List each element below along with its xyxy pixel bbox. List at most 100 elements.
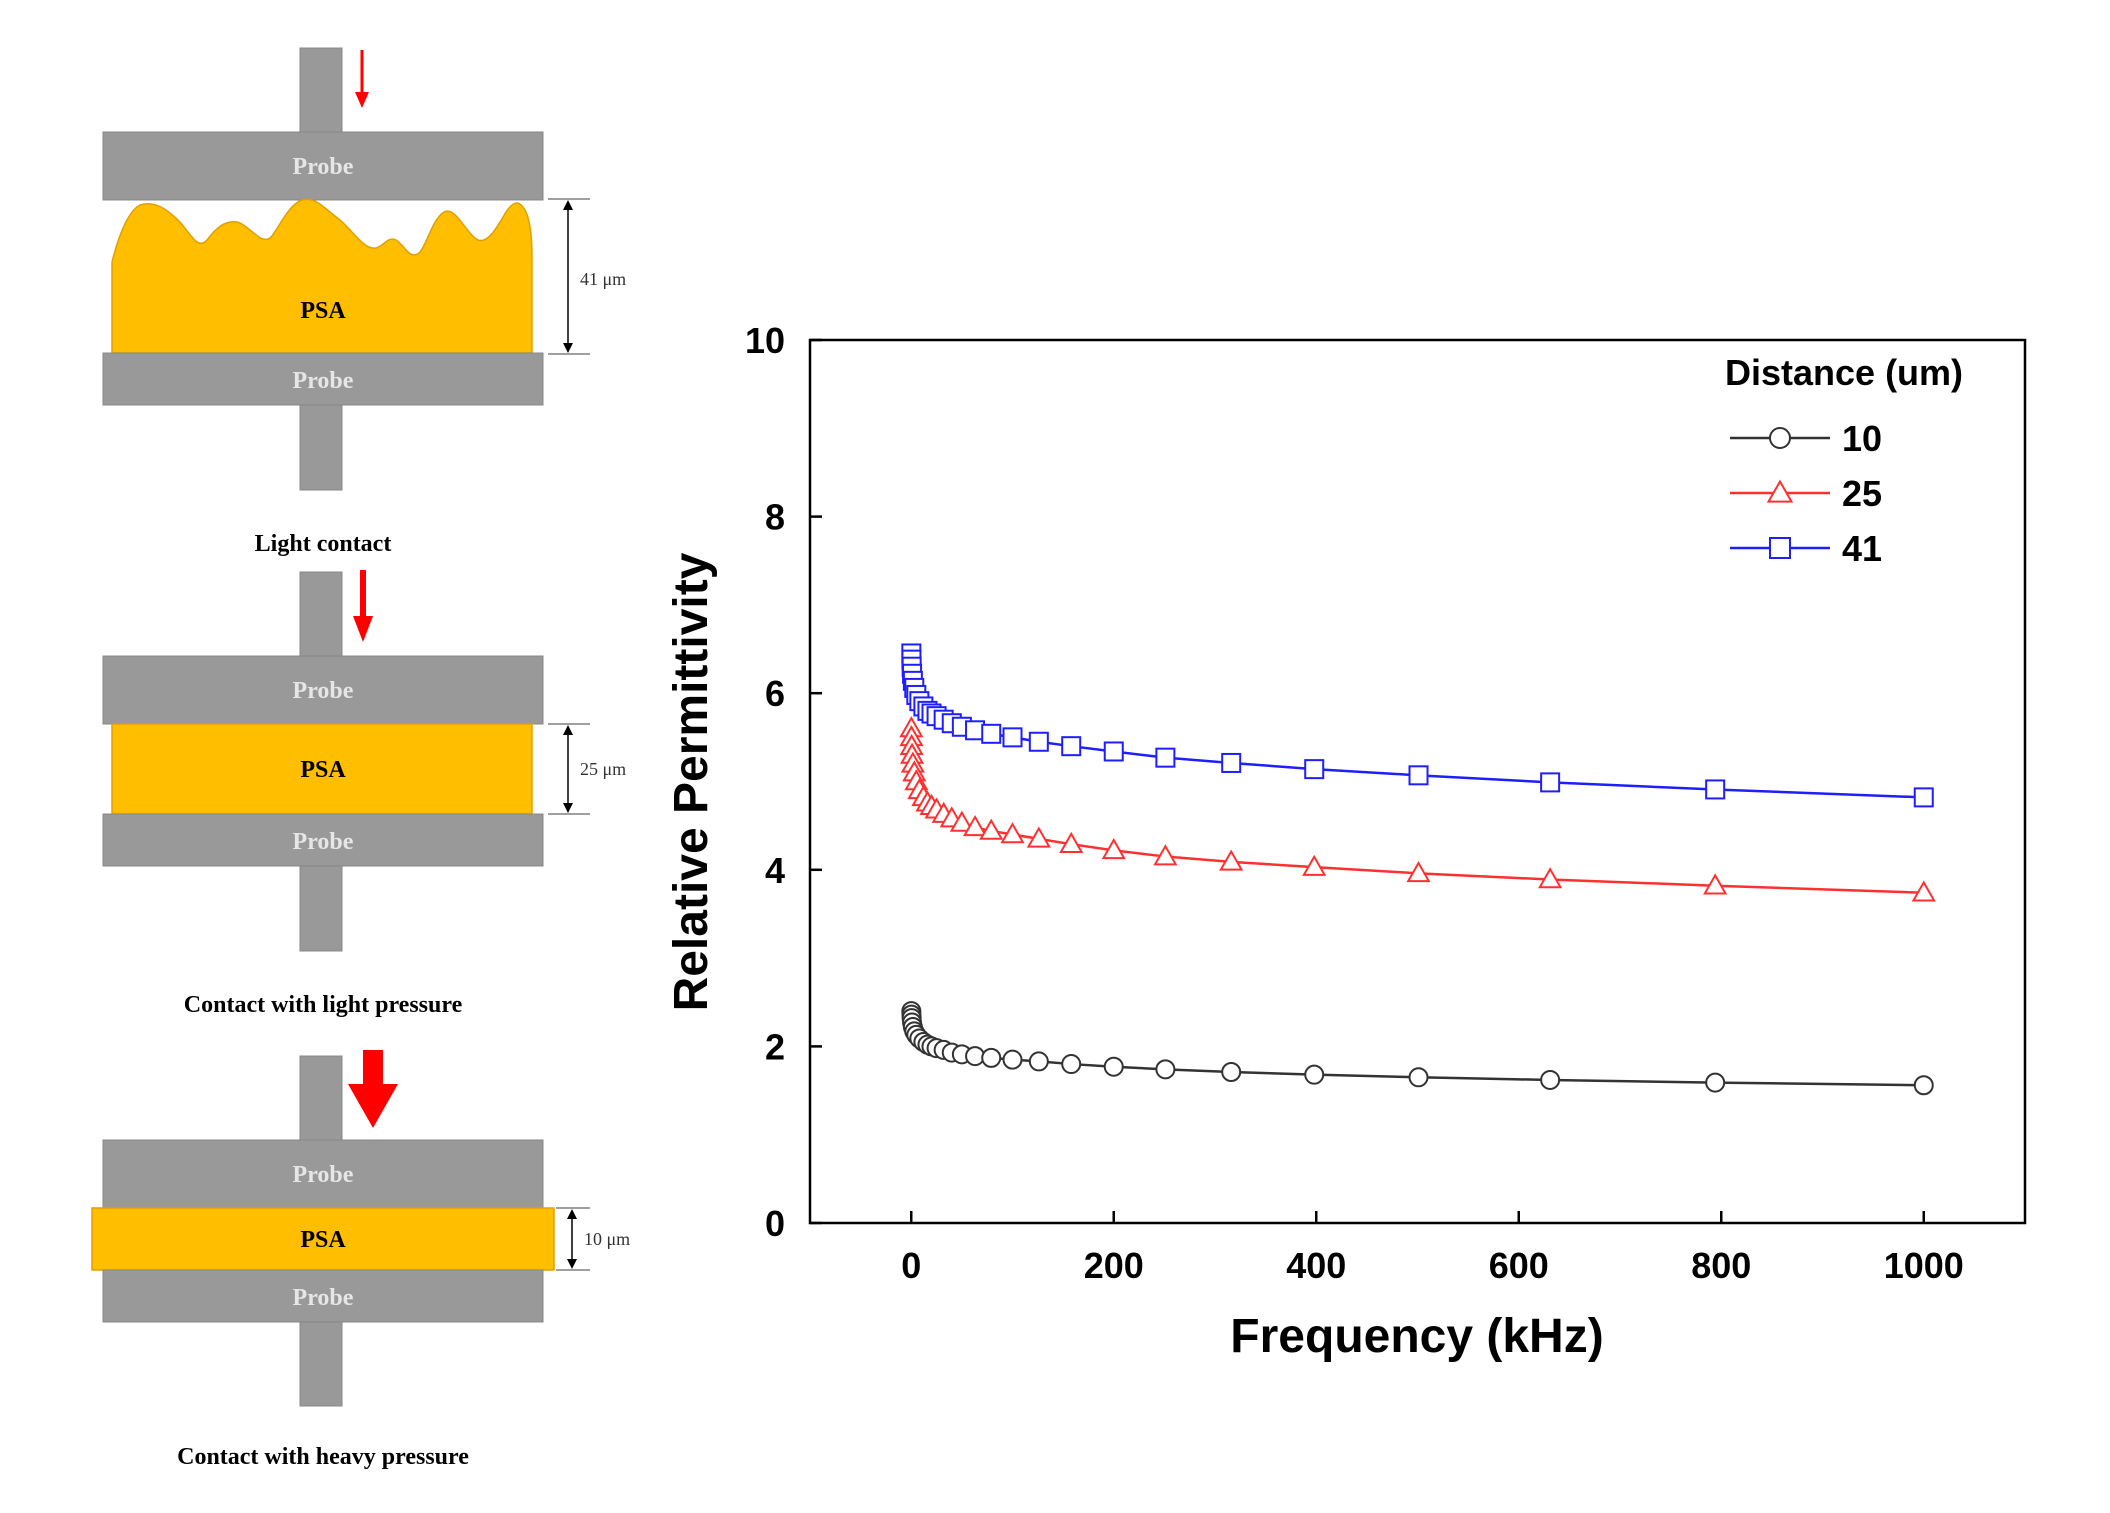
data-point <box>1059 831 1084 853</box>
data-point <box>981 723 1002 744</box>
legend-item-41: 41 <box>1730 528 1882 569</box>
probe-stem-bottom <box>299 1321 343 1407</box>
data-point <box>1101 838 1126 860</box>
legend-label: 10 <box>1842 418 1882 459</box>
data-point <box>1406 860 1431 883</box>
y-tick-label: 4 <box>765 850 785 891</box>
panel-caption: Contact with heavy pressure <box>177 1444 469 1470</box>
x-axis-ticks: 0 200 400 600 800 1000 <box>901 1211 1964 1286</box>
legend-items: 10 25 41 <box>1730 418 1882 569</box>
x-tick-label: 800 <box>1691 1245 1751 1286</box>
psa-layer <box>91 1207 555 1271</box>
data-point <box>949 810 974 832</box>
data-point <box>1540 1069 1561 1090</box>
legend-item-25: 25 <box>1730 473 1882 514</box>
permittivity-chart: 0 2 4 6 8 10 0 200 400 600 800 1000 Frequency (kHz… <box>665 320 2027 1363</box>
probe-label-bottom: Probe <box>293 1285 354 1311</box>
probe-stem-top <box>299 1055 343 1141</box>
x-tick-label: 600 <box>1489 1245 1549 1286</box>
data-point <box>1155 747 1176 768</box>
x-tick-label: 0 <box>901 1245 921 1286</box>
data-point <box>1219 849 1244 871</box>
legend-marker <box>1766 479 1794 503</box>
data-point <box>1103 1056 1124 1077</box>
data-point <box>1028 1051 1049 1072</box>
data-point <box>1911 880 1936 902</box>
data-point <box>1000 822 1025 844</box>
schematic-panel-light-contact: Probe PSA Probe 41 μm Light contact <box>102 47 626 557</box>
data-point <box>1538 867 1563 889</box>
data-point <box>1304 1064 1325 1085</box>
data-point <box>1703 873 1728 895</box>
x-tick-label: 1000 <box>1884 1245 1964 1286</box>
probe-plate-bottom <box>102 352 544 406</box>
data-point <box>1221 1062 1242 1083</box>
probe-label-bottom: Probe <box>293 368 354 394</box>
data-point <box>1302 854 1327 876</box>
probe-stem-top <box>299 47 343 133</box>
y-tick-label: 10 <box>745 320 785 361</box>
probe-stem-top <box>299 571 343 657</box>
psa-layer <box>111 723 533 815</box>
legend-item-10: 10 <box>1730 418 1882 459</box>
data-point <box>1221 752 1242 773</box>
x-tick-label: 400 <box>1286 1245 1346 1286</box>
probe-stem-bottom <box>299 865 343 952</box>
legend: Distance (um) 10 25 41 <box>1725 352 1963 569</box>
data-point <box>1061 736 1082 757</box>
pressure-arrow-light <box>355 50 369 108</box>
series-41 <box>901 643 1934 808</box>
x-tick-label: 200 <box>1084 1245 1144 1286</box>
data-point <box>1061 1054 1082 1075</box>
probe-label-bottom: Probe <box>293 829 354 855</box>
data-point <box>1026 826 1051 848</box>
probe-plate-top <box>102 131 544 201</box>
data-point <box>981 1047 1002 1068</box>
legend-marker <box>1769 427 1791 449</box>
y-axis-label: Relative Permittivity <box>665 552 718 1011</box>
thickness-label: 41 μm <box>580 269 626 289</box>
legend-label: 41 <box>1842 528 1882 569</box>
y-tick-label: 0 <box>765 1203 785 1244</box>
data-point <box>1002 727 1023 748</box>
series-layer <box>899 643 1936 1096</box>
plot-frame <box>808 338 2027 1225</box>
probe-plate-bottom <box>102 813 544 867</box>
probe-stem-bottom <box>299 404 343 491</box>
y-tick-label: 2 <box>765 1026 785 1067</box>
schematic-panel-heavy-pressure: Probe PSA Probe 10 μm Contact with heavy… <box>91 1050 630 1470</box>
series-25 <box>899 716 1936 902</box>
y-tick-label: 8 <box>765 497 785 538</box>
psa-label: PSA <box>300 298 346 324</box>
series-10 <box>901 1001 1934 1096</box>
thickness-dimension <box>556 1207 590 1271</box>
data-point <box>1408 765 1429 786</box>
data-point <box>1304 759 1325 780</box>
pressure-arrow-heavy <box>348 1050 398 1128</box>
legend-marker <box>1769 537 1791 559</box>
data-point <box>1540 772 1561 793</box>
probe-label-top: Probe <box>293 1162 354 1188</box>
x-axis-label: Frequency (kHz) <box>1230 1310 1603 1363</box>
data-point <box>1155 1059 1176 1080</box>
data-point <box>1913 1075 1934 1096</box>
thickness-dimension <box>548 723 590 815</box>
data-point <box>1408 1067 1429 1088</box>
y-tick-label: 6 <box>765 673 785 714</box>
data-point <box>1705 779 1726 800</box>
psa-label: PSA <box>300 1227 346 1253</box>
legend-title: Distance (um) <box>1725 352 1963 393</box>
data-point <box>965 1046 986 1067</box>
data-point <box>1103 741 1124 762</box>
panel-caption: Light contact <box>255 531 392 557</box>
thickness-label: 10 μm <box>584 1229 630 1249</box>
thickness-label: 25 μm <box>580 759 626 779</box>
data-point <box>1028 731 1049 752</box>
schematic-panel-light-pressure: Probe PSA Probe 25 μm Contact with light… <box>102 570 626 1018</box>
data-point <box>1153 844 1178 866</box>
pressure-arrow-medium <box>353 570 373 642</box>
probe-label-top: Probe <box>293 678 354 704</box>
data-point <box>979 818 1004 840</box>
data-point <box>1002 1049 1023 1070</box>
thickness-dimension <box>548 198 590 355</box>
